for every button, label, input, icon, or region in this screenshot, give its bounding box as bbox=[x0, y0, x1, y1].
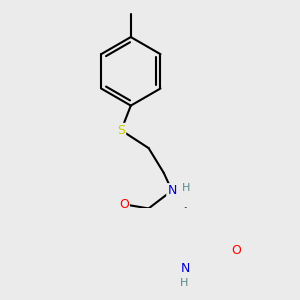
Text: S: S bbox=[117, 124, 125, 137]
Text: H: H bbox=[180, 278, 188, 288]
Text: O: O bbox=[232, 244, 242, 257]
Text: H: H bbox=[182, 183, 190, 193]
Text: O: O bbox=[119, 198, 129, 211]
Text: N: N bbox=[181, 262, 190, 275]
Text: N: N bbox=[167, 184, 177, 197]
